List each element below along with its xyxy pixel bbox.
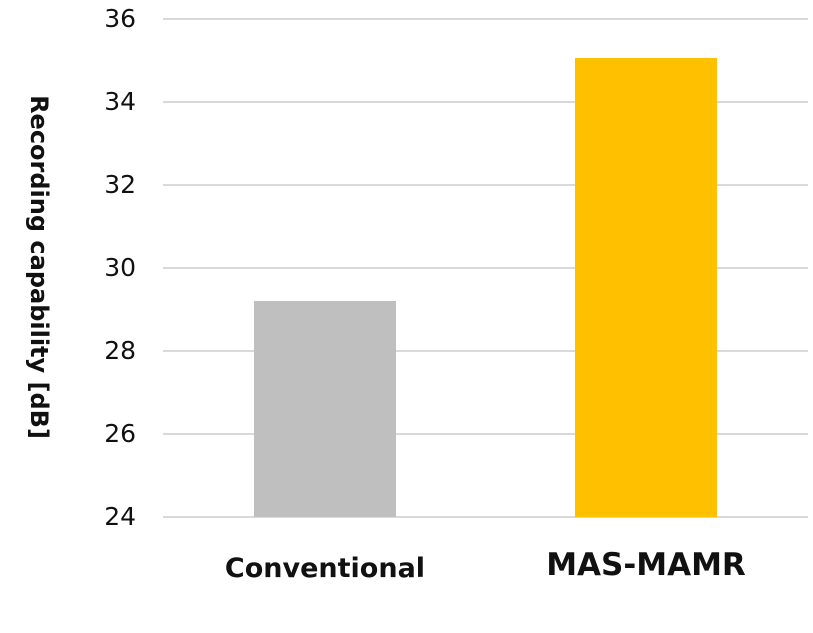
y-tick-label: 36 bbox=[104, 4, 136, 33]
y-axis-label: Recording capability [dB] bbox=[25, 95, 53, 439]
gridline bbox=[163, 184, 808, 186]
x-category-label: Conventional bbox=[224, 553, 426, 584]
y-tick-label: 32 bbox=[104, 170, 136, 199]
gridline bbox=[163, 433, 808, 435]
y-tick-label: 24 bbox=[104, 502, 136, 531]
x-category-label: MAS-MAMR bbox=[546, 547, 746, 583]
gridline bbox=[163, 101, 808, 103]
y-tick-label: 26 bbox=[104, 419, 136, 448]
y-tick-label: 28 bbox=[104, 336, 136, 365]
gridline bbox=[163, 350, 808, 352]
gridline bbox=[163, 267, 808, 269]
gridline bbox=[163, 18, 808, 20]
bar-conventional bbox=[254, 301, 396, 517]
gridline bbox=[163, 516, 808, 518]
bar-mas-mamr bbox=[575, 58, 717, 517]
y-tick-label: 34 bbox=[104, 87, 136, 116]
y-tick-label: 30 bbox=[104, 253, 136, 282]
